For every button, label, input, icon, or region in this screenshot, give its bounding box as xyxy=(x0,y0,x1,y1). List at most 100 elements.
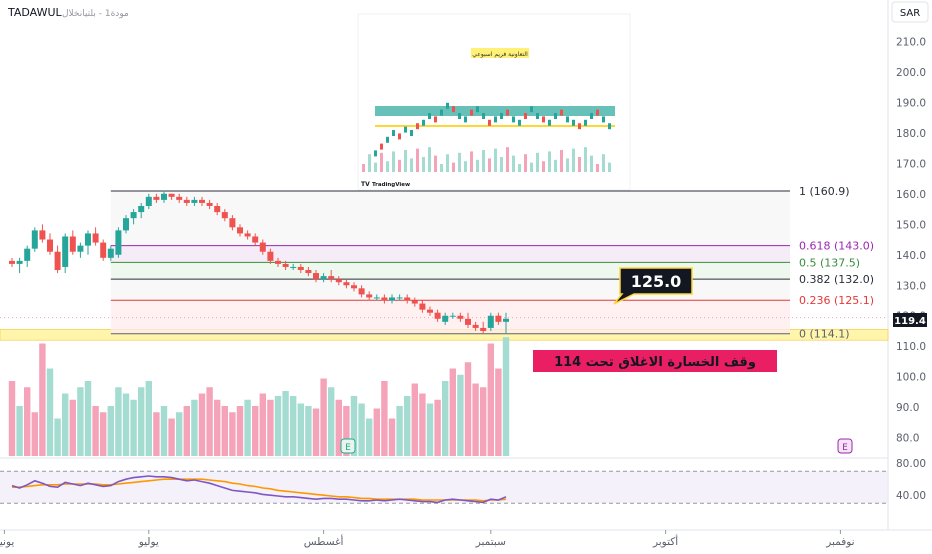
candle-body xyxy=(39,230,46,240)
inset-volume-bar xyxy=(428,147,431,172)
inset-volume-bar xyxy=(392,151,395,172)
candle-body xyxy=(335,279,342,283)
price-tick-label: 180.0 xyxy=(896,128,926,140)
candle-body xyxy=(290,266,297,268)
candle-body xyxy=(85,233,91,246)
earnings-marker-icon[interactable]: E xyxy=(340,438,356,454)
rsi-band xyxy=(0,471,888,504)
candle-body xyxy=(495,315,502,322)
volume-bar xyxy=(434,399,441,456)
inset-volume-bar xyxy=(446,154,449,172)
inset-candle xyxy=(476,106,479,113)
price-callout-text: 125.0 xyxy=(631,272,682,291)
volume-bar xyxy=(396,406,403,456)
candle-body xyxy=(305,270,312,274)
inset-candle xyxy=(458,113,461,119)
weekly-inset: التعاونية فريم اسبوعي TradingView TV xyxy=(357,13,631,191)
candle-body xyxy=(92,233,99,243)
volume-bar xyxy=(358,403,365,456)
candle-body xyxy=(221,212,228,219)
volume-bar xyxy=(160,406,168,456)
inset-candle xyxy=(554,113,557,119)
volume-bar xyxy=(39,343,46,456)
candle-body xyxy=(161,193,167,200)
volume-bar xyxy=(145,381,152,456)
inset-volume-bar xyxy=(572,148,575,172)
price-tick-label: 140.0 xyxy=(896,250,926,262)
inset-volume-bar xyxy=(416,148,419,172)
candle-body xyxy=(419,303,426,310)
volume-bar xyxy=(388,418,396,456)
volume-bar xyxy=(176,412,183,456)
candle-body xyxy=(358,288,365,295)
volume-bar xyxy=(54,418,61,456)
price-tick-label: 160.0 xyxy=(896,189,926,201)
volume-bar xyxy=(191,399,198,456)
candle-body xyxy=(411,300,418,304)
candle-body xyxy=(145,196,152,206)
candle-body xyxy=(47,239,53,252)
volume-bar xyxy=(442,381,449,456)
volume-bar xyxy=(198,393,206,456)
volume-bar xyxy=(252,406,259,456)
inset-volume-bar xyxy=(476,159,479,172)
volume-bar xyxy=(495,368,502,456)
inset-candle xyxy=(560,109,563,116)
earnings-marker-icon[interactable]: E xyxy=(837,438,853,454)
inset-candle xyxy=(590,113,593,119)
candle-body xyxy=(343,282,350,286)
inset-volume-bar xyxy=(518,164,521,172)
inset-volume-bar xyxy=(584,147,587,172)
time-tick-label: أغسطس xyxy=(304,534,344,548)
inset-zone xyxy=(375,106,615,116)
candle-body xyxy=(69,236,76,252)
candle-body xyxy=(244,233,251,237)
candle-body xyxy=(313,273,319,280)
candle-body xyxy=(237,227,243,234)
price-tick-label: 80.0 xyxy=(896,433,919,445)
candle-body xyxy=(434,312,441,319)
candle-body xyxy=(100,242,107,258)
inset-candle xyxy=(524,113,527,119)
candle-body xyxy=(229,218,236,228)
rsi-tick-label: 40.00 xyxy=(896,490,926,502)
candle-body xyxy=(24,248,31,261)
candle-body xyxy=(487,315,494,328)
inset-candle xyxy=(374,150,377,157)
inset-volume-bar xyxy=(422,157,425,172)
volume-bar xyxy=(350,396,358,456)
inset-volume-bar xyxy=(602,154,605,172)
inset-candle xyxy=(416,123,419,130)
price-callout[interactable]: 125.0 xyxy=(613,267,693,305)
inset-candle xyxy=(464,116,467,123)
candle-body xyxy=(381,297,388,301)
price-tick-label: 100.0 xyxy=(896,372,926,384)
candle-body xyxy=(214,205,221,213)
volume-bar xyxy=(267,399,274,456)
volume-bar xyxy=(214,399,221,456)
chart-subtitle: مودة1 - بلتيانخلال xyxy=(62,9,129,19)
time-axis[interactable]: يونيو يوليو أغسطس سبتمبر أكتوبر نوفمبر xyxy=(0,530,855,548)
inset-volume-bar xyxy=(398,159,401,172)
candle-body xyxy=(457,315,464,319)
inset-volume-bar xyxy=(542,161,545,172)
currency-button[interactable] xyxy=(891,1,929,23)
inset-volume-bar xyxy=(434,155,437,172)
inset-candle xyxy=(398,133,401,140)
inset-volume-bar xyxy=(470,151,473,172)
inset-candle xyxy=(494,116,497,123)
inset-candle xyxy=(470,109,473,116)
inset-candle xyxy=(530,106,533,113)
volume-bar xyxy=(457,374,464,456)
inset-volume-bar xyxy=(368,154,371,172)
symbol-title[interactable]: TADAWUL xyxy=(7,6,63,19)
candle-body xyxy=(320,276,327,280)
inset-candle xyxy=(434,116,437,123)
candle-body xyxy=(153,196,160,200)
stop-loss-note[interactable]: وقف الخسارة الاغلاق تحت 114 xyxy=(533,350,777,372)
currency-label: SAR xyxy=(900,8,920,19)
inset-candle xyxy=(410,130,413,136)
inset-volume-bar xyxy=(464,161,467,172)
inset-volume-bar xyxy=(530,162,533,172)
